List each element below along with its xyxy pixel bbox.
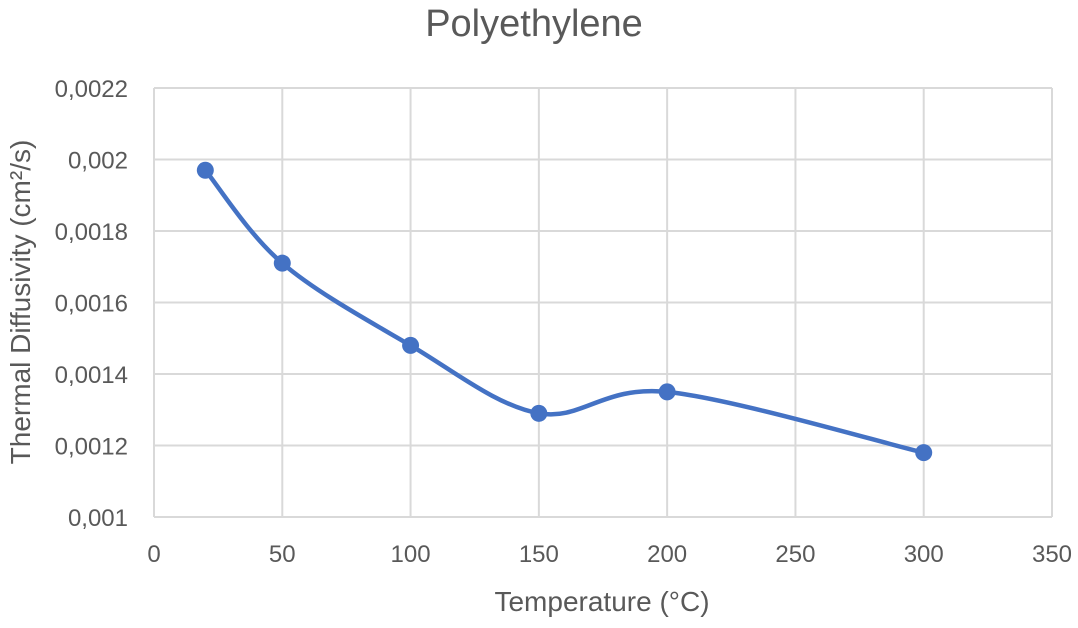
x-tick-label: 200 <box>647 541 687 568</box>
data-series <box>196 161 933 462</box>
x-axis-title: Temperature (°C) <box>494 586 709 617</box>
x-tick-label: 100 <box>391 541 431 568</box>
chart-title: Polyethylene <box>425 3 643 45</box>
tick-labels: 0,001 0,0012 0,0014 0,0016 0,0018 0,002 0,0022… <box>55 76 1072 568</box>
data-point <box>196 161 214 179</box>
data-point <box>658 383 676 401</box>
x-tick-label: 0 <box>147 541 160 568</box>
x-tick-label: 50 <box>269 541 296 568</box>
y-tick-label: 0,0022 <box>55 76 128 103</box>
data-point <box>530 404 548 422</box>
data-point <box>402 336 420 354</box>
x-tick-label: 300 <box>904 541 944 568</box>
x-tick-label: 250 <box>775 541 815 568</box>
data-point <box>915 444 933 462</box>
x-tick-label: 150 <box>519 541 559 568</box>
y-axis-title: Thermal Diffusivity (cm²/s) <box>5 140 36 465</box>
x-tick-label: 350 <box>1032 541 1072 568</box>
y-tick-label: 0,0016 <box>55 291 128 318</box>
y-tick-label: 0,0012 <box>55 434 128 461</box>
y-tick-label: 0,002 <box>68 148 128 175</box>
data-point <box>273 254 291 272</box>
series-line <box>203 167 926 455</box>
y-tick-label: 0,0014 <box>55 362 128 389</box>
y-tick-label: 0,001 <box>68 505 128 532</box>
y-tick-label: 0,0018 <box>55 219 128 246</box>
